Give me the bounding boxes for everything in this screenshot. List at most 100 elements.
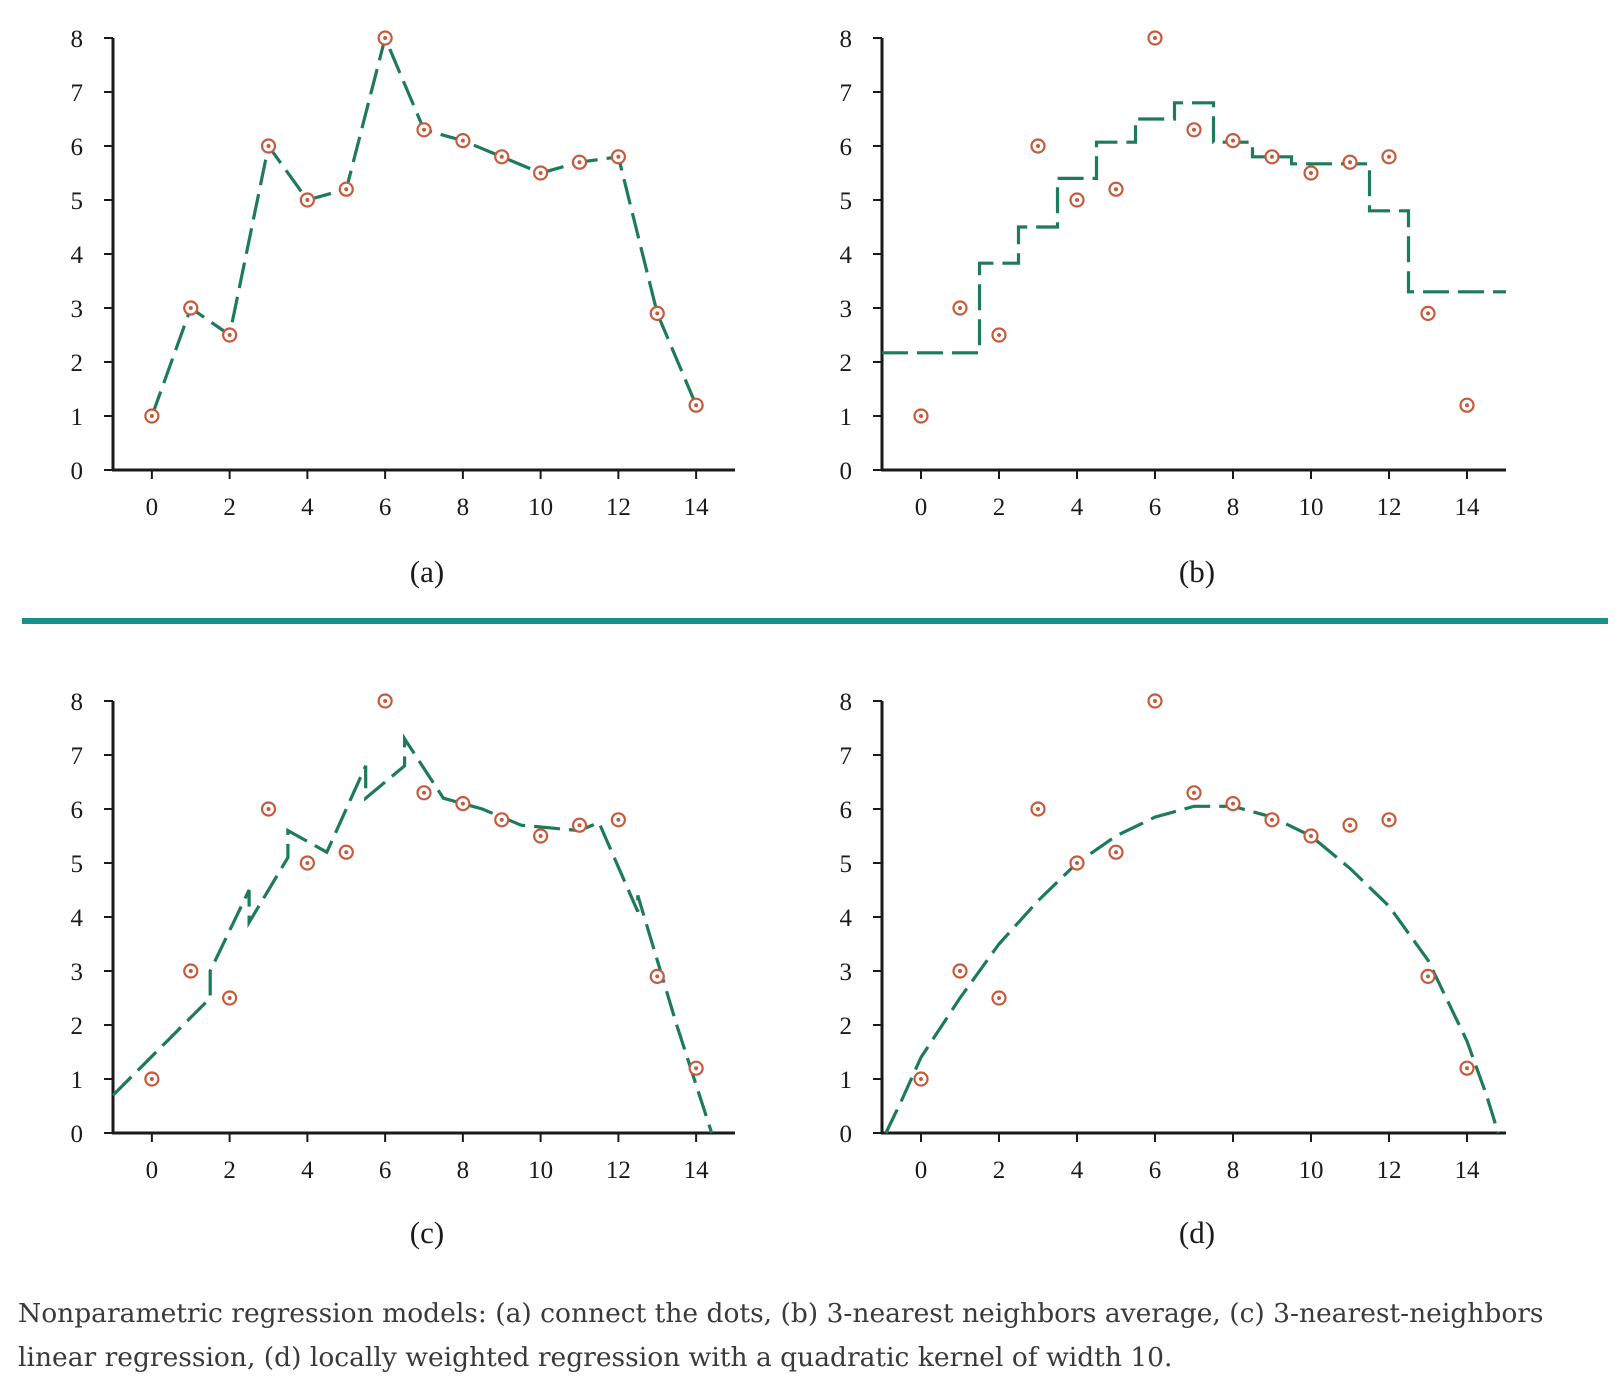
data-point xyxy=(1186,785,1202,801)
panel-label: (c) xyxy=(410,1215,444,1250)
data-point-dot xyxy=(1153,699,1157,703)
y-tick-label: 4 xyxy=(71,905,84,932)
y-tick-label: 8 xyxy=(71,26,84,53)
data-point xyxy=(688,1060,704,1076)
data-point xyxy=(533,165,549,181)
y-tick-label: 8 xyxy=(840,689,853,716)
data-point xyxy=(1420,305,1436,321)
data-point xyxy=(260,801,277,817)
data-point-dot xyxy=(1231,801,1235,806)
data-point xyxy=(913,408,929,424)
data-point-dot xyxy=(344,187,349,192)
data-point-dot xyxy=(1309,171,1313,175)
y-tick-label: 2 xyxy=(840,1013,853,1040)
data-point-dot xyxy=(616,817,621,822)
data-point xyxy=(1108,844,1124,860)
data-point xyxy=(299,855,315,871)
data-point xyxy=(1147,30,1163,46)
y-tick-label: 3 xyxy=(840,296,853,323)
x-tick-label: 2 xyxy=(223,1157,236,1184)
data-point-dot xyxy=(460,801,465,806)
data-point-dot xyxy=(266,144,271,148)
x-tick-label: 4 xyxy=(1071,494,1084,521)
data-point-dot xyxy=(460,138,465,143)
x-tick-label: 6 xyxy=(379,494,392,521)
data-point-dot xyxy=(1387,154,1391,159)
data-point xyxy=(416,785,432,801)
x-tick-label: 6 xyxy=(1149,494,1162,521)
data-point xyxy=(1342,154,1358,170)
data-point-dot xyxy=(266,807,271,811)
panel-label: (b) xyxy=(1179,554,1215,589)
data-point xyxy=(144,1071,160,1087)
data-point xyxy=(1030,138,1046,154)
data-point-dot xyxy=(499,154,504,159)
y-tick-label: 0 xyxy=(71,458,84,485)
data-point-dot xyxy=(919,1077,923,1081)
y-tick-label: 2 xyxy=(71,1013,84,1040)
y-tick-label: 5 xyxy=(71,851,84,878)
y-tick-label: 7 xyxy=(840,743,853,770)
x-tick-label: 12 xyxy=(1377,494,1402,521)
data-point xyxy=(416,122,432,138)
data-point-dot xyxy=(1270,154,1274,159)
x-tick-label: 8 xyxy=(1227,1157,1240,1184)
data-point-dot xyxy=(305,861,310,865)
y-tick-label: 5 xyxy=(71,188,84,215)
data-point xyxy=(183,300,199,316)
y-tick-label: 6 xyxy=(71,797,84,824)
y-tick-label: 5 xyxy=(840,188,853,215)
fit-line xyxy=(111,733,714,1134)
data-point-dot xyxy=(1075,861,1079,865)
data-point-dot xyxy=(1309,834,1313,838)
data-point-dot xyxy=(616,154,621,159)
data-point xyxy=(338,844,354,860)
data-point-dot xyxy=(149,1077,154,1081)
data-point xyxy=(183,963,199,979)
data-point xyxy=(338,181,354,197)
data-point-dot xyxy=(1153,36,1157,40)
data-point-dot xyxy=(227,996,232,1000)
data-point-dot xyxy=(997,333,1001,337)
data-point xyxy=(1459,397,1475,413)
x-tick-label: 0 xyxy=(915,494,928,521)
data-point xyxy=(222,990,238,1006)
data-point xyxy=(494,149,510,165)
x-tick-label: 2 xyxy=(993,1157,1006,1184)
data-point-dot xyxy=(227,333,232,337)
data-point-dot xyxy=(344,850,349,855)
data-point xyxy=(377,693,393,709)
data-point-dot xyxy=(1426,974,1430,979)
y-tick-label: 3 xyxy=(840,959,853,986)
data-point-dot xyxy=(1426,311,1430,316)
data-point xyxy=(688,397,704,413)
y-tick-label: 4 xyxy=(840,905,853,932)
data-point xyxy=(991,327,1007,343)
x-tick-label: 4 xyxy=(1071,1157,1084,1184)
panel-label: (d) xyxy=(1179,1215,1215,1250)
data-point-dot xyxy=(655,974,660,979)
data-point-dot xyxy=(1075,198,1079,202)
data-point xyxy=(610,149,626,165)
data-point-dot xyxy=(383,36,388,40)
data-point xyxy=(649,305,665,321)
data-point-dot xyxy=(1114,187,1118,192)
data-point-dot xyxy=(149,414,154,418)
data-point xyxy=(1381,812,1397,828)
y-tick-label: 5 xyxy=(840,851,853,878)
y-tick-label: 6 xyxy=(840,797,853,824)
x-tick-label: 10 xyxy=(1299,494,1324,521)
y-tick-label: 7 xyxy=(71,80,84,107)
x-tick-label: 0 xyxy=(915,1157,928,1184)
data-point xyxy=(952,300,968,316)
data-point-dot xyxy=(1192,127,1196,132)
x-tick-label: 12 xyxy=(606,494,631,521)
data-point-dot xyxy=(958,306,962,310)
y-tick-label: 1 xyxy=(71,404,84,431)
data-point-dot xyxy=(538,834,543,838)
y-tick-label: 0 xyxy=(71,1121,84,1148)
data-point-dot xyxy=(1036,807,1040,811)
